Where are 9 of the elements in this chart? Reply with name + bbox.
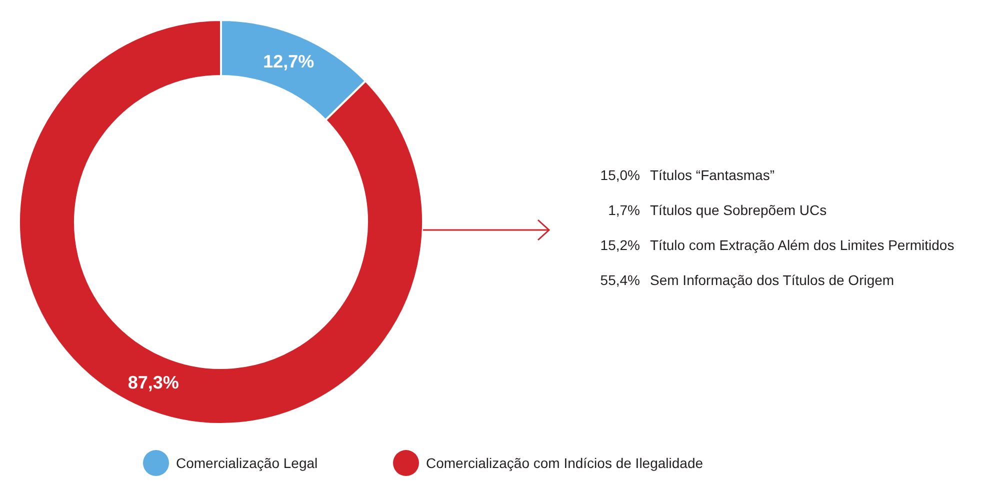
data-label: 12,7% [263,52,314,72]
text: 55,4% Sem Informação dos Títulos de Origem [600,272,894,288]
donut-slice [18,19,424,425]
data-label: 87,3% [128,372,179,392]
text: 15,0% Títulos “Fantasmas” [600,167,775,183]
legend-label: Comercialização Legal [176,455,318,471]
text: 1,7% Títulos que Sobrepõem UCs [608,202,827,218]
legend-label: Comercialização com Indícios de Ilegalidade [426,455,704,471]
text: 15,2% Título com Extração Além dos Limites Permitidos [600,237,954,253]
